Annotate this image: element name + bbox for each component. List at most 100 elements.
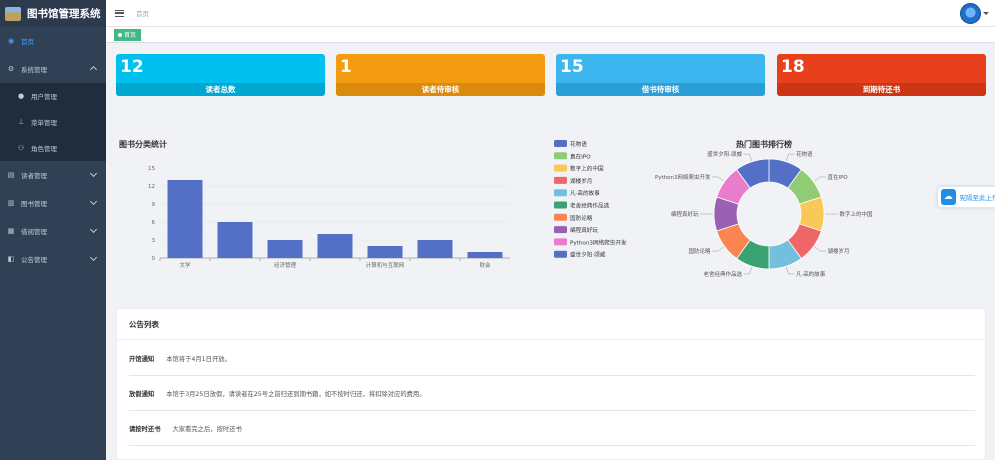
stat-card-due-return[interactable]: 18 到期待还书	[777, 54, 986, 96]
chevron-down-icon	[89, 197, 98, 206]
legend-swatch[interactable]	[554, 140, 567, 147]
upload-float-button[interactable]: ☁ 宪隔至此上传	[937, 186, 995, 208]
user-icon: ●	[17, 92, 25, 100]
legend-swatch[interactable]	[554, 152, 567, 160]
bar[interactable]	[367, 246, 403, 258]
legend-label[interactable]: 编程真好玩	[570, 226, 598, 234]
sidebar-item-users[interactable]: ● 用户管理	[0, 83, 106, 109]
library-logo-icon	[5, 6, 21, 21]
slice-label: 湖楼岁月	[827, 247, 849, 255]
legend-label[interactable]: 数字上的中国	[570, 165, 604, 173]
tag-home[interactable]: 首页	[114, 29, 142, 41]
sidebar-item-borrow[interactable]: ▦ 借阅管理	[0, 217, 106, 245]
chevron-down-icon	[89, 225, 98, 234]
label-line	[786, 153, 795, 161]
system-submenu: ● 用户管理 ⊥ 菜单管理 ⚇ 角色管理	[0, 83, 106, 161]
sidebar-item-books[interactable]: ▥ 图书管理	[0, 189, 106, 217]
sidebar-item-label: 借阅管理	[21, 228, 47, 236]
legend-swatch[interactable]	[554, 189, 567, 197]
stat-label: 借书待审核	[556, 83, 765, 96]
legend-label[interactable]: 凡·高的故事	[570, 189, 600, 197]
slice-label: 盛世夕阳·颂威	[707, 150, 742, 158]
notice-row[interactable]: 请按时还书 大家看完之后，按时还书	[129, 411, 975, 446]
notice-title: 开馆通知	[129, 355, 155, 363]
notice-icon: ◧	[7, 255, 15, 263]
label-line	[814, 246, 826, 252]
legend-label[interactable]: 湖楼岁月	[570, 177, 592, 185]
notice-card: 公告列表 开馆通知 本馆将于4月1日开放。 放假通知 本馆于3月25日放假，请读…	[116, 308, 986, 460]
legend-label[interactable]: 直在IPO	[570, 152, 591, 160]
stat-label: 读者总数	[116, 83, 325, 96]
dashboard-icon: ◉	[7, 37, 15, 45]
notice-card-title: 公告列表	[117, 309, 985, 340]
legend-swatch[interactable]	[554, 226, 567, 234]
stat-value: 1	[340, 57, 352, 77]
borrow-icon: ▦	[7, 227, 15, 235]
label-line	[743, 267, 752, 275]
bar-chart: 0 3 6 9 12 15 文学 经济管理 计算机与互联网 财会	[148, 166, 510, 269]
bar[interactable]	[267, 240, 303, 258]
hamburger-icon[interactable]	[115, 9, 124, 17]
x-tick-label: 财会	[479, 261, 491, 269]
stat-value: 18	[781, 57, 805, 77]
caret-down-icon[interactable]	[983, 12, 989, 15]
bar[interactable]	[317, 234, 353, 258]
notice-row[interactable]: 放假通知 本馆于3月25日放假，请读者在25号之前归还到期书籍，如不按时归还，将…	[129, 376, 975, 411]
legend-label[interactable]: 老舍经典作品选	[570, 202, 610, 210]
pie-slice[interactable]	[736, 158, 770, 189]
label-line	[743, 153, 752, 161]
sidebar-item-label: 菜单管理	[31, 119, 57, 127]
tag-label: 首页	[124, 32, 137, 39]
slice-label: 数字上的中国	[840, 210, 874, 218]
y-tick-label: 12	[148, 184, 155, 190]
legend-swatch[interactable]	[554, 238, 567, 246]
x-tick-label: 计算机与互联网	[366, 261, 405, 269]
sidebar-item-label: 首页	[21, 38, 34, 46]
stat-card-reader-review[interactable]: 1 读者待审核	[336, 54, 545, 96]
sidebar-item-notices[interactable]: ◧ 公告管理	[0, 245, 106, 273]
slice-label: 直在IPO	[827, 173, 848, 181]
bar[interactable]	[467, 252, 503, 258]
legend-swatch[interactable]	[554, 201, 567, 209]
cloud-icon: ☁	[941, 189, 956, 205]
bar[interactable]	[217, 222, 253, 258]
label-line	[712, 176, 724, 182]
label-line	[786, 267, 795, 275]
bar-chart-title: 图书分类统计	[119, 140, 167, 149]
sidebar-item-menus[interactable]: ⊥ 菜单管理	[0, 109, 106, 135]
legend-label[interactable]: 花物语	[570, 140, 587, 148]
slice-label: 老舍经典作品选	[704, 270, 743, 278]
y-tick-label: 3	[152, 238, 156, 244]
sidebar: 图书馆管理系统 ◉ 首页 ⚙ 系统管理 ● 用户管理 ⊥ 菜单管理 ⚇ 角色管理…	[0, 0, 106, 460]
notice-row[interactable]: 开馆通知 本馆将于4月1日开放。	[129, 341, 975, 376]
sidebar-item-system[interactable]: ⚙ 系统管理	[0, 55, 106, 83]
y-tick-label: 0	[152, 256, 156, 262]
avatar[interactable]	[960, 3, 981, 24]
brand[interactable]: 图书馆管理系统	[0, 0, 106, 27]
sidebar-item-label: 角色管理	[31, 145, 57, 153]
legend-swatch[interactable]	[554, 250, 567, 258]
chevron-down-icon	[89, 253, 98, 262]
legend-swatch[interactable]	[554, 164, 567, 172]
app-title: 图书馆管理系统	[27, 8, 101, 20]
peoples-icon: ⚇	[17, 144, 25, 152]
pie-chart: 花物语直在IPO数字上的中国湖楼岁月凡·高的故事老舍经典作品选国防论略编程真好玩…	[554, 140, 874, 278]
book-icon: ▥	[7, 199, 15, 207]
sidebar-item-roles[interactable]: ⚇ 角色管理	[0, 135, 106, 161]
legend-swatch[interactable]	[554, 213, 567, 221]
notice-title: 请按时还书	[129, 425, 161, 433]
notice-content: 本馆于3月25日放假，请读者在25号之前归还到期书籍，如不按时归还，将扣除对应的…	[166, 390, 426, 398]
legend-label[interactable]: Python3网络爬虫开发	[570, 238, 627, 246]
breadcrumb[interactable]: 首页	[136, 10, 149, 18]
x-tick-label: 经济管理	[274, 261, 297, 269]
stat-card-borrow-review[interactable]: 15 借书待审核	[556, 54, 765, 96]
sidebar-item-readers[interactable]: ▤ 读者管理	[0, 161, 106, 189]
stat-card-readers[interactable]: 12 读者总数	[116, 54, 325, 96]
legend-swatch[interactable]	[554, 176, 567, 184]
legend-label[interactable]: 国防论略	[570, 214, 593, 222]
legend-label[interactable]: 盛世夕阳·颂威	[570, 251, 606, 259]
sidebar-item-dashboard[interactable]: ◉ 首页	[0, 27, 106, 55]
tags-view: 首页	[106, 27, 995, 43]
bar[interactable]	[417, 240, 453, 258]
bar[interactable]	[167, 180, 203, 258]
